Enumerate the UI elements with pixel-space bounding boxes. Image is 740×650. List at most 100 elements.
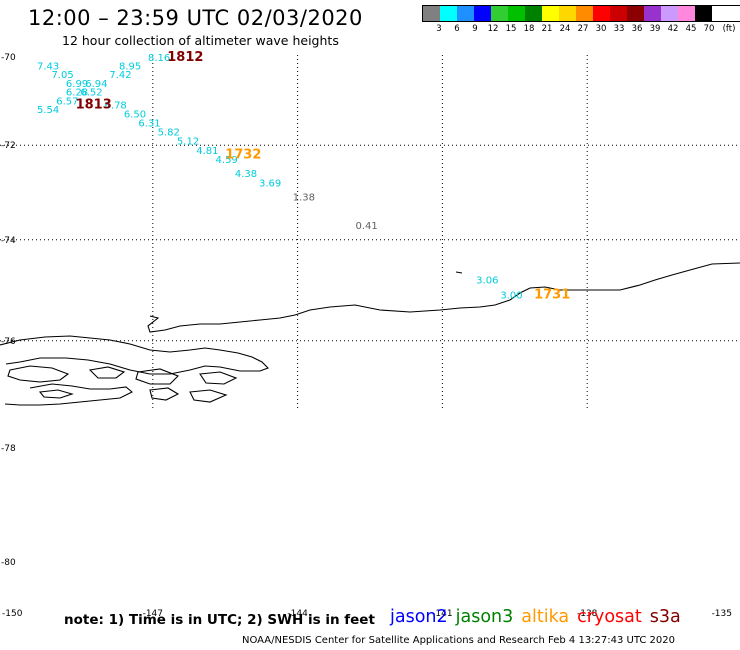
legend-tick-label: 42 xyxy=(667,24,679,34)
legend-tick-label: 27 xyxy=(577,24,589,34)
wave-height-legend: 3 6 9 12 15 18 21 24 27 30 33 36 39 42 45 70 (ft) xyxy=(422,5,740,34)
coastline-segment xyxy=(0,335,269,375)
longitude-label: -147 xyxy=(143,609,163,619)
satellite-name: altika xyxy=(521,607,570,627)
legend-swatch xyxy=(576,6,593,21)
wave-height-label: 3.00 xyxy=(500,291,522,302)
legend-swatch xyxy=(440,6,457,21)
legend-tick-label: 24 xyxy=(559,24,571,34)
legend-tick-label: 45 xyxy=(685,24,697,34)
legend-swatch xyxy=(610,6,627,21)
legend-tick-label: 39 xyxy=(649,24,661,34)
legend-swatch xyxy=(457,6,474,21)
coastline xyxy=(0,262,740,406)
wave-height-label: 0.41 xyxy=(356,221,378,232)
latitude-label: -72 xyxy=(1,141,16,151)
legend-swatch xyxy=(508,6,525,21)
wave-height-label: 3.06 xyxy=(476,275,498,286)
latitude-label: -74 xyxy=(1,236,16,246)
observation-labels: 8.16 7.43 8.95 7.05 7.42 6.996.946.286.526.57… xyxy=(37,50,570,303)
axis-labels: -70 -72 -74 -76 -78 -80 -150 -147 -144 -141 -138 -1… xyxy=(1,53,732,619)
legend-tick-label: 36 xyxy=(631,24,643,34)
legend-swatch xyxy=(423,6,440,21)
legend-tick-label: 30 xyxy=(595,24,607,34)
legend-tick-label: 3 xyxy=(436,24,442,34)
longitude-label: -150 xyxy=(2,609,23,619)
wave-height-label: 6.57 xyxy=(56,96,78,107)
legend-color-bar xyxy=(422,5,740,22)
footer-note: note: 1) Time is in UTC; 2) SWH is in fe… xyxy=(64,612,375,628)
legend-swatch xyxy=(542,6,559,21)
wave-height-label: 6.31 xyxy=(138,119,160,130)
wave-height-label: 8.16 xyxy=(148,53,170,64)
coastline-segment xyxy=(88,366,126,379)
credit-line: NOAA/NESDIS Center for Satellite Applica… xyxy=(242,635,675,646)
legend-swatch xyxy=(593,6,610,21)
legend-tick-label: 21 xyxy=(541,24,553,34)
latitude-label: -80 xyxy=(1,558,16,568)
coastline-segment xyxy=(7,365,70,383)
wave-height-label: 4.81 xyxy=(196,146,218,157)
wave-height-label: 5.12 xyxy=(177,137,199,148)
legend-tick-label: 12 xyxy=(487,24,499,34)
legend-swatch xyxy=(695,6,712,21)
coastline-segment xyxy=(38,389,74,399)
legend-swatch xyxy=(644,6,661,21)
wave-height-label: 7.05 xyxy=(51,70,73,81)
wave-height-label: 6.99 xyxy=(66,79,88,90)
coastline-segment xyxy=(199,371,238,385)
legend-tick-label: 9 xyxy=(472,24,478,34)
wave-height-label: 3.69 xyxy=(259,178,281,189)
legend-swatch xyxy=(474,6,491,21)
legend-unit: (ft) xyxy=(722,24,736,34)
longitude-label: -135 xyxy=(712,609,732,619)
wave-height-label: 6.94 xyxy=(85,79,107,90)
wave-height-label: 6.50 xyxy=(124,110,146,121)
coastline-segment xyxy=(147,262,740,333)
wave-height-label: 4.38 xyxy=(235,169,257,180)
wave-height-label: 8.95 xyxy=(119,62,141,73)
legend-swatch xyxy=(678,6,695,21)
satellite-name: cryosat xyxy=(577,607,642,627)
pass-time-label: 1731 xyxy=(534,288,570,303)
wave-height-label: 6.28 xyxy=(66,88,88,99)
coastline-segment xyxy=(189,389,228,403)
pass-time-label: 1812 xyxy=(167,50,203,65)
legend-swatch xyxy=(661,6,678,21)
longitude-label: -138 xyxy=(577,609,598,619)
legend-tick-label: 70 xyxy=(703,24,715,34)
satellite-name: jason3 xyxy=(455,607,514,627)
wave-height-label: 6.52 xyxy=(80,88,102,99)
legend-tick-label: 33 xyxy=(613,24,625,34)
wave-height-label: 6.78 xyxy=(105,101,127,112)
wave-height-label: 5.82 xyxy=(158,128,180,139)
satellite-legend: jason2 jason3 altika cryosat s3a xyxy=(390,607,689,627)
wave-height-label: 1.38 xyxy=(293,192,315,203)
legend-swatch xyxy=(627,6,644,21)
latitude-label: -76 xyxy=(1,337,16,347)
coastline-segment xyxy=(149,387,180,401)
coastline-segment xyxy=(135,368,179,385)
wave-height-label: 4.59 xyxy=(216,155,238,166)
legend-swatch xyxy=(491,6,508,21)
satellite-name: jason2 xyxy=(390,607,448,627)
pass-time-label: 1732 xyxy=(225,147,261,162)
pass-time-label: 1813 xyxy=(76,98,112,113)
legend-tick-label: 15 xyxy=(505,24,517,34)
wave-height-label: 7.43 xyxy=(37,62,59,73)
coastline-segment xyxy=(455,271,463,274)
legend-swatch xyxy=(559,6,576,21)
graticule xyxy=(0,55,740,410)
satellite-name: s3a xyxy=(649,607,681,627)
coastline-segment xyxy=(4,383,133,406)
wave-height-label: 7.42 xyxy=(109,70,131,81)
map-subtitle: 12 hour collection of altimeter wave hei… xyxy=(62,33,339,48)
latitude-label: -70 xyxy=(1,53,16,63)
longitude-label: -141 xyxy=(432,609,452,619)
legend-labels: 3 6 9 12 15 18 21 24 27 30 33 36 39 42 45 70 (ft) xyxy=(422,22,740,34)
longitude-label: -144 xyxy=(287,609,308,619)
map-title: 12:00 – 23:59 UTC 02/03/2020 xyxy=(28,6,363,30)
wave-height-label: 5.54 xyxy=(37,105,59,116)
legend-swatch xyxy=(525,6,542,21)
